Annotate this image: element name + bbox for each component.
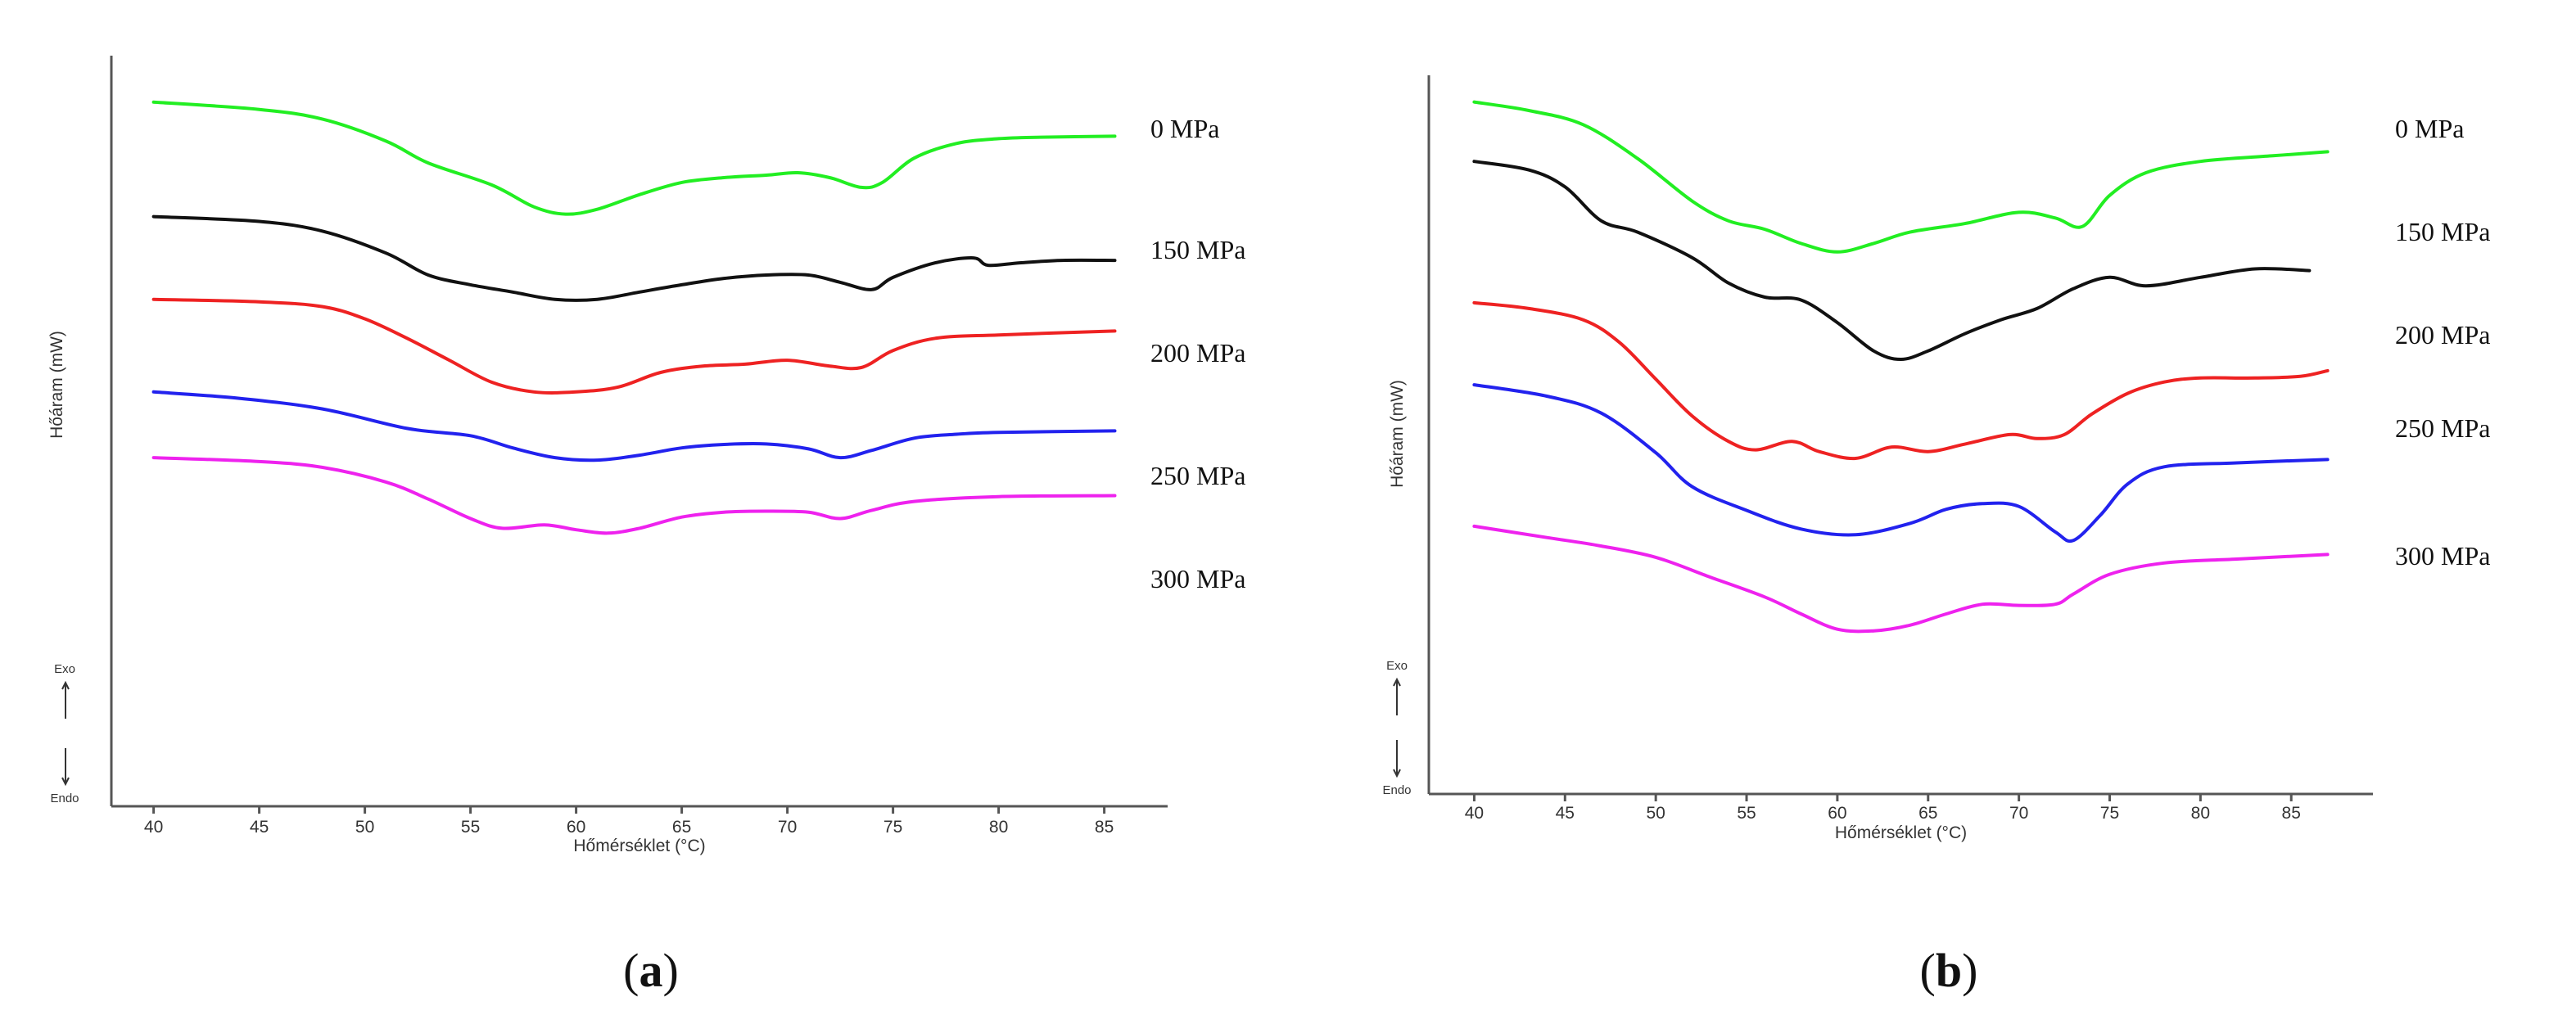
series-line-0-mpa [1472, 100, 2330, 254]
x-tick-label: 85 [2282, 804, 2301, 823]
caption-letter: a [639, 944, 663, 997]
series-label: 250 MPa [2395, 413, 2490, 443]
series-label: 250 MPa [1150, 461, 1245, 490]
series-label: 150 MPa [1150, 235, 1245, 264]
x-tick-label: 55 [461, 818, 480, 837]
exo-arrow-icon [1393, 677, 1401, 715]
x-tick-label: 70 [778, 818, 797, 837]
exo-label: Exo [54, 662, 75, 676]
series-label: 300 MPa [1150, 564, 1245, 593]
series-label: 150 MPa [2395, 217, 2490, 246]
x-tick-label: 50 [355, 818, 374, 837]
series-line-150-mpa [151, 214, 1117, 302]
y-axis-title: Hőáram (mW) [47, 331, 66, 439]
series-line-300-mpa [151, 456, 1117, 535]
x-tick-label: 50 [1646, 804, 1665, 823]
x-tick-label: 65 [672, 818, 691, 837]
x-tick-label: 65 [1918, 804, 1937, 823]
panel-caption: (b) [1920, 944, 1978, 997]
x-tick-label: 80 [2191, 804, 2210, 823]
panel-b: 40 45 50 55 60 65 70 75 80 85 Hőmérséklet (°C) Hőár… [1382, 75, 2490, 997]
endo-arrow-icon [1393, 740, 1401, 778]
x-tick-label: 60 [567, 818, 585, 837]
x-tick-label: 40 [1465, 804, 1484, 823]
series-line-300-mpa [1472, 524, 2330, 634]
exo-arrow-icon [61, 680, 70, 719]
series-line-150-mpa [1472, 160, 2312, 361]
series-line-250-mpa [1472, 383, 2330, 544]
x-tick-label: 85 [1095, 818, 1114, 837]
series-line-200-mpa [1472, 300, 2330, 461]
exo-label: Exo [1386, 659, 1408, 673]
x-tick-label: 75 [2100, 804, 2119, 823]
x-tick-label: 70 [2009, 804, 2028, 823]
series-line-0-mpa [151, 100, 1117, 216]
x-tick-label: 55 [1737, 804, 1756, 823]
x-axis-title: Hőmérséklet (°C) [573, 837, 705, 855]
series-label: 300 MPa [2395, 541, 2490, 571]
panel-a: 40 45 50 55 60 65 70 75 80 85 Hőmérséklet (°C) Hőár… [47, 56, 1245, 997]
series-label: 0 MPa [2395, 114, 2464, 143]
endo-label: Endo [1382, 783, 1411, 797]
series-label: 200 MPa [2395, 320, 2490, 350]
caption-open-paren: ( [623, 944, 639, 997]
x-tick-label: 40 [144, 818, 163, 837]
caption-letter: b [1936, 944, 1962, 997]
series-line-200-mpa [151, 297, 1117, 395]
y-axis-title: Hőáram (mW) [1388, 380, 1407, 488]
x-tick-label: 80 [989, 818, 1008, 837]
x-tick-label: 45 [1556, 804, 1575, 823]
caption-close-paren: ) [663, 944, 679, 997]
series-label: 200 MPa [1150, 338, 1245, 368]
panel-caption: (a) [623, 944, 679, 997]
endo-label: Endo [50, 792, 79, 805]
x-tick-label: 75 [884, 818, 902, 837]
x-tick-label: 60 [1828, 804, 1846, 823]
caption-close-paren: ) [1962, 944, 1977, 997]
series-line-250-mpa [151, 390, 1117, 462]
series-label: 0 MPa [1150, 114, 1219, 143]
caption-open-paren: ( [1920, 944, 1936, 997]
x-tick-label: 45 [250, 818, 269, 837]
x-axis-title: Hőmérséklet (°C) [1835, 823, 1967, 842]
endo-arrow-icon [61, 748, 70, 787]
